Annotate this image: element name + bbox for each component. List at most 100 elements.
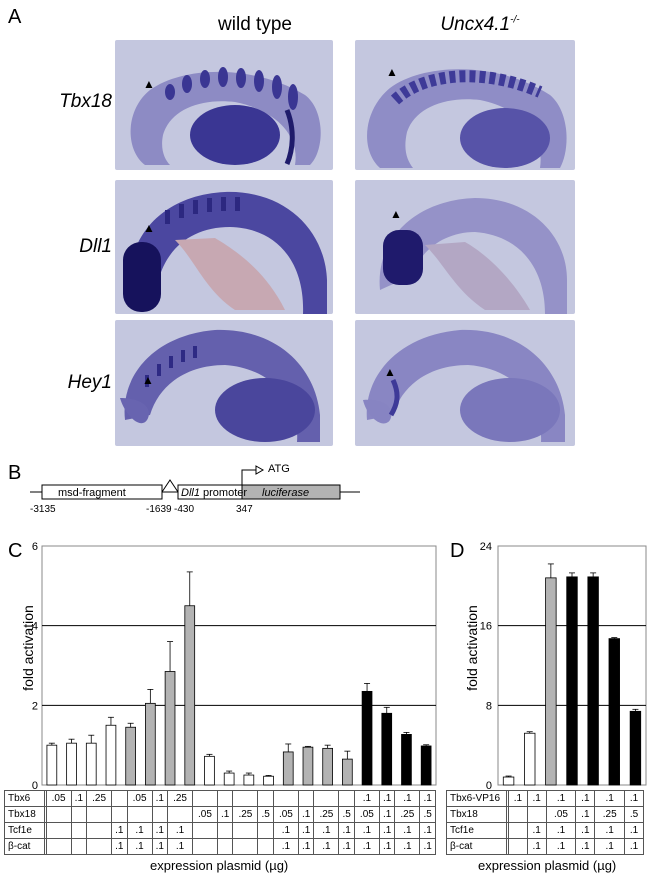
- table-cell: .1: [126, 838, 153, 855]
- mutant-superscript: -/-: [510, 14, 520, 26]
- table-cell: [192, 790, 218, 807]
- arrowhead-marker: ▲: [384, 365, 396, 379]
- table-cell: .1: [575, 806, 596, 823]
- bar-d-5: [587, 576, 599, 786]
- table-row: Tbx18.05.1.25.5.05.1.25.5.05.1.25.5: [4, 806, 436, 823]
- table-cell: .1: [70, 790, 88, 807]
- table-cell: [126, 806, 153, 823]
- column-header-wild-type: wild type: [218, 14, 292, 35]
- bar-d-1: [502, 776, 515, 786]
- table-row: Tcf1e .1.1.1.1.1.1.1.1.1.1.1.1: [4, 822, 436, 839]
- table-cell: .5: [257, 806, 274, 823]
- table-cell: .1: [545, 838, 577, 855]
- bar-c-8: [184, 605, 196, 786]
- table-cell: [70, 822, 88, 839]
- bar-d-3: [545, 577, 557, 786]
- position-label: -3135: [30, 504, 56, 515]
- table-cell: .1: [594, 838, 626, 855]
- table-cell: .1: [151, 790, 169, 807]
- panel-b-letter: B: [8, 462, 22, 484]
- table-cell: .1: [419, 838, 436, 855]
- table-cell: [216, 790, 234, 807]
- table-cell: .1: [575, 790, 596, 807]
- table-cell: [508, 838, 528, 855]
- row-label: β-cat: [4, 838, 45, 855]
- table-row: Tbx18 .05.1.25.5: [446, 806, 644, 823]
- position-label: 347: [236, 504, 253, 515]
- table-cell: [232, 838, 259, 855]
- table-cell: .25: [594, 806, 626, 823]
- table-cell: .25: [313, 806, 340, 823]
- table-cell: [526, 806, 547, 823]
- y-tick-label: 0: [486, 780, 492, 790]
- table-cell: [506, 838, 509, 855]
- bar-c-16: [342, 758, 353, 786]
- table-cell: .1: [419, 790, 436, 807]
- y-tick-label: 2: [32, 700, 38, 712]
- column-header-mutant: Uncx4.1-/-: [405, 14, 555, 36]
- table-cell: .1: [575, 838, 596, 855]
- table-row: Tbx6.05.1.25.05.1.25.1.1.1.1: [4, 790, 436, 807]
- row-label-tbx18: Tbx18: [59, 91, 112, 112]
- table-cell: .1: [151, 838, 169, 855]
- table-cell: .05: [126, 790, 153, 807]
- x-axis-title-c: expression plasmid (µg): [150, 858, 289, 873]
- arrowhead-marker: ▲: [143, 77, 155, 91]
- plasmid-table-d: Tbx6-VP16.1.1.1.1.1.1 Tbx18.05.1.25.5 Tcf1…: [446, 790, 644, 855]
- table-cell: .1: [272, 838, 299, 855]
- mutant-label: Uncx4.1: [440, 14, 511, 35]
- table-row: Tbx6-VP16.1.1.1.1.1.1: [446, 790, 644, 807]
- table-cell: .1: [111, 822, 128, 839]
- bar-c-6: [145, 702, 156, 786]
- table-cell: .1: [594, 790, 626, 807]
- bar-chart-c: 0 2 4 6: [32, 541, 437, 790]
- table-cell: .1: [338, 838, 355, 855]
- table-cell: [232, 790, 259, 807]
- table-cell: [167, 806, 193, 823]
- row-label: Tbx6: [4, 790, 45, 807]
- bar-c-7: [164, 671, 176, 786]
- bar-d-6: [608, 638, 620, 786]
- table-cell: [151, 806, 169, 823]
- table-cell: [257, 838, 274, 855]
- y-tick-label: 6: [32, 541, 38, 553]
- table-cell: .1: [545, 790, 577, 807]
- table-cell: [86, 822, 113, 839]
- table-cell: .1: [419, 822, 436, 839]
- table-cell: .1: [353, 790, 380, 807]
- embryo-image-dll1-wildtype: [115, 180, 333, 314]
- panel-a-letter: A: [8, 6, 22, 28]
- table-cell: .25: [167, 790, 193, 807]
- x-axis-title-d: expression plasmid (µg): [478, 858, 617, 873]
- position-label: -430: [174, 504, 195, 515]
- table-cell: .1: [526, 790, 547, 807]
- table-cell: .1: [313, 822, 340, 839]
- bar-c-3: [85, 742, 97, 786]
- embryo-image-hey1-mutant: [355, 320, 575, 446]
- table-cell: [257, 822, 274, 839]
- table-cell: .5: [338, 806, 355, 823]
- table-cell: [86, 838, 113, 855]
- arrowhead-marker: ▲: [142, 373, 154, 387]
- bar-c-1: [46, 744, 58, 786]
- table-cell: [45, 806, 72, 823]
- bar-c-20: [420, 745, 432, 786]
- bar-c-14: [302, 746, 314, 786]
- bar-chart-d: 0 8 16 24: [480, 541, 647, 790]
- embryo-image-tbx18-wildtype: [115, 40, 333, 170]
- table-cell: .1: [353, 822, 380, 839]
- bar-c-5: [125, 726, 136, 786]
- table-cell: .1: [394, 838, 421, 855]
- embryo-image-hey1-wildtype: [115, 320, 333, 446]
- table-cell: .1: [526, 838, 547, 855]
- table-cell: .1: [167, 822, 193, 839]
- table-cell: [297, 790, 315, 807]
- y-tick-label: 0: [32, 780, 38, 790]
- table-cell: .1: [272, 822, 299, 839]
- table-cell: [272, 790, 299, 807]
- table-cell: .1: [216, 806, 234, 823]
- table-row: β-cat .1.1.1.1.1.1.1.1.1.1.1.1: [4, 838, 436, 855]
- table-cell: .1: [394, 822, 421, 839]
- table-cell: [111, 790, 128, 807]
- table-cell: .05: [45, 790, 72, 807]
